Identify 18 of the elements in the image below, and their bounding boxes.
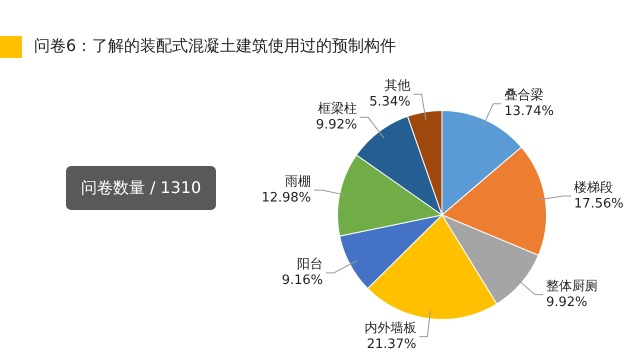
data-label: 5.34% bbox=[369, 94, 411, 110]
data-label: 21.37% bbox=[366, 336, 416, 352]
data-label: 9.92% bbox=[546, 295, 588, 310]
data-label: 17.56% bbox=[574, 196, 624, 212]
slice-label: 其他 bbox=[384, 78, 411, 94]
slice-label: 楼梯段 bbox=[574, 180, 614, 196]
data-label: 9.16% bbox=[282, 273, 324, 288]
slice-label: 叠合梁 bbox=[504, 87, 544, 104]
data-label: 9.92% bbox=[316, 118, 358, 133]
text: 问卷数量 / 1310 bbox=[66, 166, 216, 210]
data-label: 13.74% bbox=[504, 104, 554, 120]
slice-label: 整体厨厕 bbox=[546, 279, 598, 294]
slice-label: 框梁柱 bbox=[318, 100, 358, 117]
slice-label: 内外墙板 bbox=[364, 320, 416, 336]
slice-label: 阳台 bbox=[297, 257, 324, 272]
data-label: 12.98% bbox=[261, 190, 312, 206]
chart-title: 问卷6：了解的装配式混凝土建筑使用过的预制构件 bbox=[34, 36, 396, 57]
slice-label: 雨棚 bbox=[285, 174, 312, 190]
